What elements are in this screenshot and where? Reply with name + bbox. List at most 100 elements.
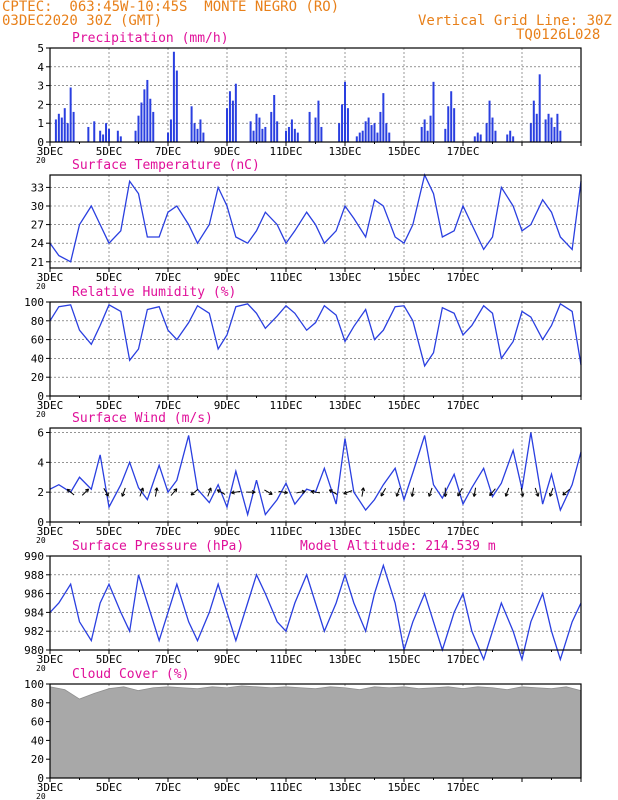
y-tick-label: 30 [31, 200, 44, 213]
precip-bar [420, 126, 423, 142]
wind-arrow-head [310, 490, 315, 494]
x-tick-label: 3DEC [37, 525, 64, 538]
precip-bar [529, 123, 532, 142]
precip-bar [249, 121, 252, 142]
wind-arrow [548, 487, 554, 497]
x-tick-label: 17DEC [446, 781, 479, 794]
wind-arrow-shaft [81, 488, 89, 496]
wind-arrow-shaft [216, 489, 226, 495]
x-tick-label: 17DEC [446, 399, 479, 412]
precip-bar [370, 125, 373, 142]
series-line [49, 173, 582, 263]
wind-arrow-shaft [278, 490, 288, 494]
wind-arrow-shaft [489, 488, 496, 496]
precip-bar [344, 81, 346, 142]
precip-bar [379, 111, 382, 142]
panel-2: 21 24 27 30 33 3DEC 5DEC 7DEC 9DEC 11DEC 13DEC 15DE… [31, 158, 582, 291]
precip-bar [276, 121, 279, 142]
y-tick-label: 4 [37, 456, 44, 469]
x-tick-label: 7DEC [155, 145, 182, 158]
wind-arrow-head [505, 493, 509, 497]
wind-arrow-head [216, 489, 220, 494]
precip-bar [290, 119, 293, 142]
wind-arrow-shaft [139, 487, 144, 497]
y-tick-label: 988 [24, 569, 44, 582]
panel-title: Surface Wind (m/s) [72, 411, 213, 426]
x-tick-label: 17DEC [446, 525, 479, 538]
wind-arrow-head [301, 489, 306, 492]
model-altitude-note: Model Altitude: 214.539 m [300, 539, 496, 554]
x-tick-label: 15DEC [387, 399, 420, 412]
wind-arrow-shaft [343, 490, 353, 495]
wind-arrow-head [489, 493, 494, 497]
precip-bar [167, 132, 169, 142]
x-tick-label: 13DEC [328, 399, 361, 412]
y-tick-label: 2 [37, 98, 44, 111]
precip-bar [258, 117, 261, 142]
x-tick-label: 7DEC [155, 399, 182, 412]
precip-bar [364, 121, 367, 142]
wind-arrow-shaft [310, 490, 321, 494]
y-tick-label: 0 [37, 136, 44, 149]
y-tick-label: 60 [31, 334, 44, 347]
wind-arrow-shaft [428, 487, 433, 497]
precip-bar [473, 136, 476, 142]
y-tick-label: 20 [31, 371, 44, 384]
run-datetime: 03DEC2020 30Z (GMT) [2, 13, 163, 29]
precip-bar [231, 100, 234, 142]
wind-arrow-shaft [361, 487, 364, 497]
precip-bar [476, 132, 479, 142]
x-tick-label: 11DEC [269, 781, 302, 794]
wind-arrow-head [522, 493, 525, 497]
precip-bar [293, 128, 296, 142]
x-tick-label: 7DEC [155, 781, 182, 794]
x-tick-label: 13DEC [328, 145, 361, 158]
x-tick-label: 5DEC [96, 653, 123, 666]
precip-bar [264, 126, 267, 142]
x-tick-label: 7DEC [155, 525, 182, 538]
wind-arrow-shaft [505, 487, 510, 497]
precip-bar [175, 70, 178, 142]
wind-arrow-head [207, 487, 212, 491]
wind-arrow-head [251, 490, 256, 493]
x-tick-label: 7DEC [155, 653, 182, 666]
y-tick-label: 4 [37, 61, 44, 74]
wind-arrow-shaft [296, 490, 306, 494]
wind-arrow-head [66, 489, 69, 493]
wind-arrow-shaft [473, 487, 477, 497]
panel-title: Surface Temperature (nC) [72, 158, 260, 173]
precip-bar [388, 132, 391, 142]
panel-1: 0 1 2 3 4 5 3DEC 5DEC 7DEC 9DEC 11DEC 13DEC 15DEC 17D… [36, 31, 582, 165]
precip-bar [105, 123, 108, 142]
station-title: CPTEC: 063:45W-10:45S MONTE NEGRO (RO) [2, 0, 340, 15]
wind-arrow-shaft [154, 487, 158, 497]
wind-arrow [310, 489, 321, 494]
wind-arrow [170, 488, 178, 496]
precip-bar [373, 123, 376, 142]
x-tick-label: 15DEC [387, 653, 420, 666]
precip-bar [149, 98, 152, 142]
precip-bar [361, 130, 364, 142]
precip-bar [261, 128, 264, 142]
panel-title: Surface Pressure (hPa) [72, 539, 244, 554]
wind-arrow-head [396, 493, 400, 497]
series-line [49, 432, 582, 518]
precip-bar [116, 130, 119, 142]
wind-arrow [343, 490, 353, 495]
y-tick-label: 21 [31, 256, 44, 269]
wind-arrow [231, 490, 241, 495]
panel-4: 0 2 4 6 3DEC 5DEC 7DEC 9DEC 11DEC 13DEC 15DEC 17DEC… [36, 411, 582, 545]
x-tick-label: 13DEC [328, 781, 361, 794]
wind-arrow [395, 487, 401, 497]
wind-arrow [264, 489, 273, 495]
precip-bar [556, 113, 559, 142]
precip-bar [491, 117, 494, 142]
wind-arrow-shaft [457, 488, 463, 497]
precip-bar [119, 136, 122, 142]
wind-arrow [139, 487, 145, 497]
cloud-cover-area [50, 685, 581, 778]
wind-arrow [443, 487, 448, 497]
wind-arrow [190, 488, 199, 496]
wind-arrow-shaft [190, 488, 199, 496]
precip-bar [544, 119, 547, 142]
